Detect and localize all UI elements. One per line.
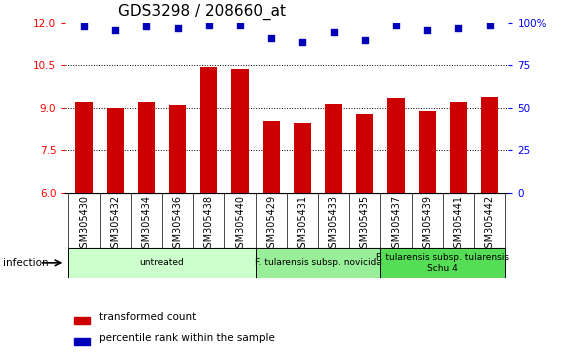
Bar <box>169 105 186 193</box>
Bar <box>76 102 93 193</box>
Bar <box>262 121 280 193</box>
Bar <box>74 317 90 324</box>
Point <box>329 29 338 34</box>
Point <box>80 24 89 29</box>
Point <box>485 22 494 28</box>
Point <box>204 22 214 28</box>
Text: GSM305435: GSM305435 <box>360 195 370 254</box>
Text: GSM305431: GSM305431 <box>298 195 307 253</box>
Text: GSM305436: GSM305436 <box>173 195 183 253</box>
Bar <box>419 112 436 193</box>
Point <box>423 27 432 33</box>
Point <box>173 25 182 31</box>
Point <box>360 37 369 43</box>
Text: GSM305434: GSM305434 <box>141 195 152 253</box>
Bar <box>294 123 311 193</box>
Point <box>111 27 120 33</box>
Text: untreated: untreated <box>140 258 185 267</box>
Text: GSM305438: GSM305438 <box>204 195 214 253</box>
Bar <box>356 114 373 193</box>
Text: GSM305440: GSM305440 <box>235 195 245 253</box>
Bar <box>68 248 256 278</box>
Bar <box>107 108 124 193</box>
Text: GSM305437: GSM305437 <box>391 195 401 254</box>
Text: F. tularensis subsp. tularensis
Schu 4: F. tularensis subsp. tularensis Schu 4 <box>377 253 509 273</box>
Bar <box>74 338 90 345</box>
Text: infection: infection <box>3 258 48 268</box>
Text: GSM305439: GSM305439 <box>422 195 432 253</box>
Bar <box>138 102 155 193</box>
Text: GSM305433: GSM305433 <box>329 195 339 253</box>
Bar <box>481 97 498 193</box>
Bar <box>256 248 381 278</box>
Text: F. tularensis subsp. novicida: F. tularensis subsp. novicida <box>254 258 382 267</box>
Text: GSM305442: GSM305442 <box>485 195 495 254</box>
Text: transformed count: transformed count <box>99 312 196 322</box>
Bar <box>450 102 467 193</box>
Point <box>142 24 151 29</box>
Text: GSM305441: GSM305441 <box>453 195 463 253</box>
Point <box>391 22 400 28</box>
Text: GSM305432: GSM305432 <box>110 195 120 254</box>
Text: GDS3298 / 208660_at: GDS3298 / 208660_at <box>119 4 286 20</box>
Bar <box>381 248 506 278</box>
Bar <box>201 67 218 193</box>
Text: GSM305429: GSM305429 <box>266 195 276 254</box>
Point <box>236 22 245 28</box>
Text: percentile rank within the sample: percentile rank within the sample <box>99 333 275 343</box>
Point <box>454 25 463 31</box>
Bar <box>232 69 249 193</box>
Bar <box>387 98 404 193</box>
Point <box>298 39 307 45</box>
Point <box>267 35 276 41</box>
Bar <box>325 104 342 193</box>
Text: GSM305430: GSM305430 <box>79 195 89 253</box>
